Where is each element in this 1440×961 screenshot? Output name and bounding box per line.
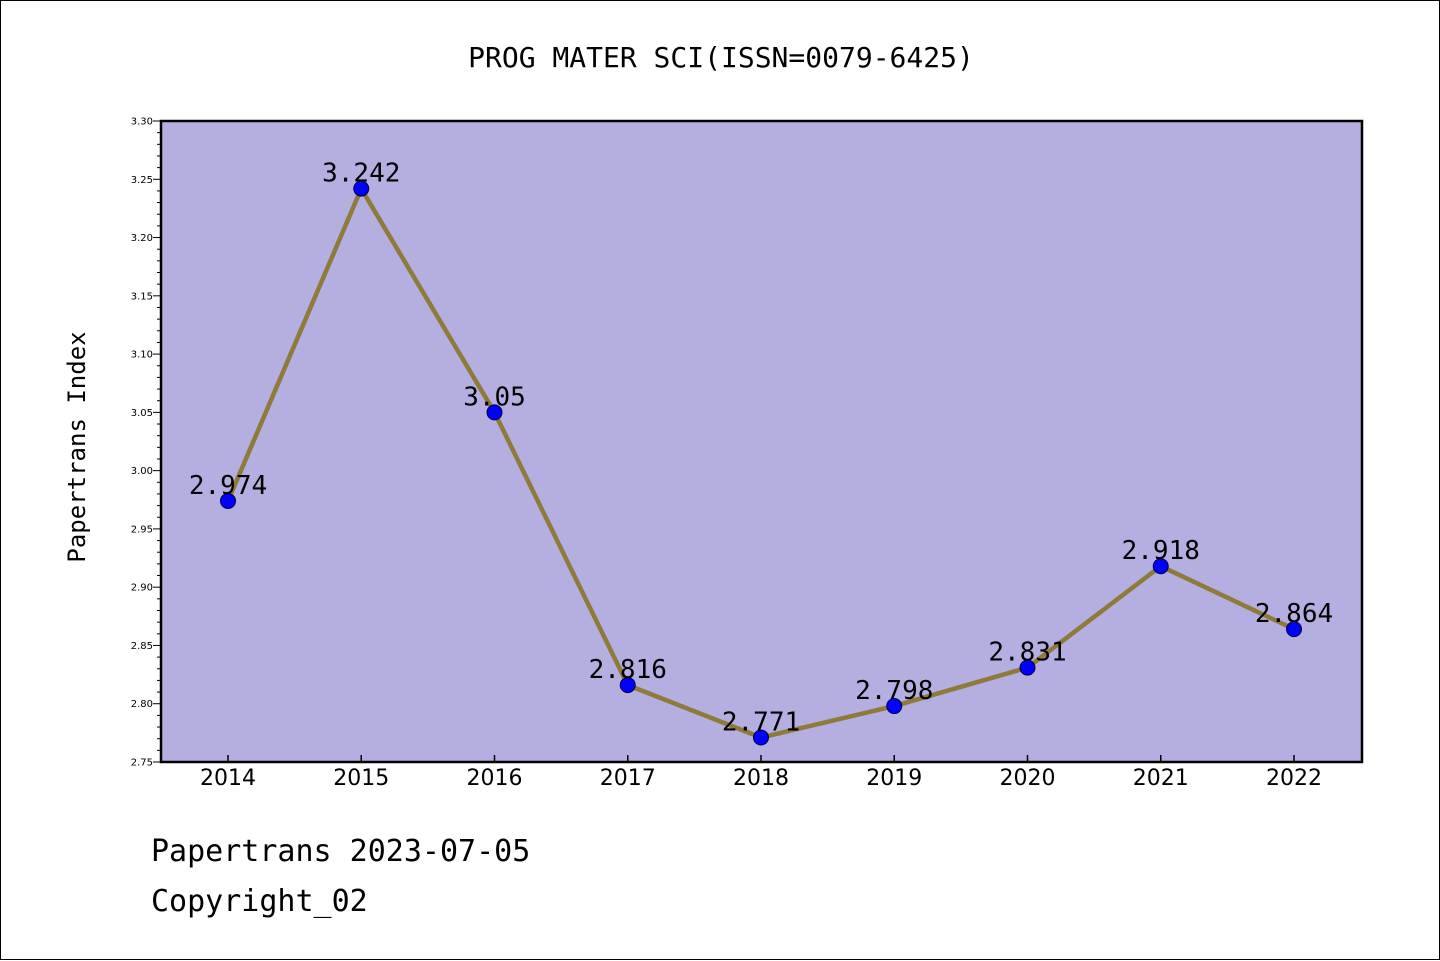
y-tick-label: 2.90: [131, 583, 153, 594]
data-point: [1152, 558, 1169, 575]
x-tick-label: 2019: [866, 766, 922, 791]
data-label: 2.771: [722, 708, 800, 738]
y-tick-label: 3.10: [131, 350, 153, 361]
y-tick-label: 2.80: [131, 699, 153, 710]
y-tick-label: 2.85: [131, 641, 153, 652]
x-tick-label: 2020: [1000, 766, 1056, 791]
footer-copyright: Copyright_02: [151, 884, 368, 919]
data-point: [486, 404, 503, 421]
y-tick-label: 2.75: [131, 758, 153, 769]
data-point: [1286, 621, 1302, 638]
y-tick-label: 3.30: [131, 117, 153, 128]
series-layer: [220, 180, 1302, 746]
y-axis-label: Papertrans Index: [63, 331, 91, 562]
x-tick-label: 2017: [600, 766, 656, 791]
x-tick-label: 2016: [467, 766, 523, 791]
data-point: [753, 729, 769, 746]
data-point: [886, 698, 903, 715]
data-label: 3.242: [322, 159, 400, 189]
x-tick-label: 2021: [1133, 766, 1189, 791]
data-label: 2.864: [1255, 599, 1333, 629]
x-tick-label: 2014: [200, 766, 256, 791]
data-label: 2.918: [1122, 536, 1200, 566]
x-axis: 2014 2015 2016 2017 2018 2019 2020 2021 2022: [200, 755, 1322, 791]
y-axis: 2.75 2.80 2.85 2.90 2.95 3.00 3.05 3.10 3.15 3.20…: [131, 117, 161, 769]
data-label: 2.974: [189, 471, 267, 501]
data-point: [619, 677, 636, 694]
data-label: 2.831: [988, 638, 1066, 668]
y-tick-label: 3.00: [131, 466, 153, 477]
data-labels: 2.974 3.242 3.05 2.816 2.771 2.798 2.831 2.918 2…: [189, 159, 1333, 738]
y-tick-label: 3.25: [131, 175, 153, 186]
footer-date: Papertrans 2023-07-05: [151, 834, 531, 869]
data-point: [353, 180, 370, 197]
data-point: [220, 492, 236, 509]
x-tick-label: 2018: [733, 766, 789, 791]
chart-title: PROG MATER SCI(ISSN=0079-6425): [468, 41, 974, 74]
x-tick-label: 2022: [1266, 766, 1322, 791]
data-label: 2.798: [855, 676, 933, 706]
x-tick-label: 2015: [333, 766, 389, 791]
data-label: 2.816: [589, 655, 667, 685]
y-tick-label: 3.05: [131, 408, 153, 419]
data-label: 3.05: [463, 382, 526, 412]
y-tick-label: 2.95: [131, 524, 153, 535]
plot-area: [159, 119, 1364, 764]
y-tick-label: 3.20: [131, 233, 153, 244]
y-tick-label: 3.15: [131, 291, 153, 302]
data-point: [1019, 659, 1036, 676]
